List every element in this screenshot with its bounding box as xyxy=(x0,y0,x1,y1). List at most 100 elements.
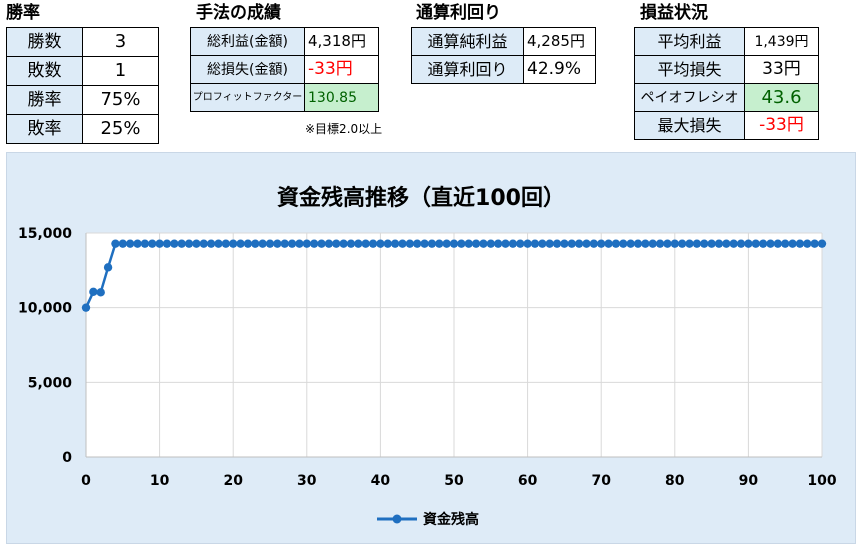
data-point xyxy=(251,239,260,248)
data-point xyxy=(221,239,231,248)
data-point xyxy=(184,239,194,248)
data-point xyxy=(280,239,289,248)
data-point xyxy=(89,287,98,297)
data-point xyxy=(758,239,768,248)
data-point xyxy=(648,239,657,248)
grid-lines xyxy=(86,232,823,457)
data-point xyxy=(229,239,238,248)
y-tick-label: 5,000 xyxy=(28,375,73,391)
pnl-value: 43.6 xyxy=(744,83,819,112)
data-point xyxy=(589,239,599,248)
pnl-value: 1,439円 xyxy=(744,27,819,56)
winrate-title: 勝率 xyxy=(6,3,40,23)
table-row: 平均損失 33円 xyxy=(634,55,819,84)
data-point xyxy=(346,239,356,248)
data-point xyxy=(700,239,709,248)
data-point xyxy=(332,239,341,248)
data-point xyxy=(155,239,164,248)
x-tick-label: 60 xyxy=(518,473,538,489)
data-point xyxy=(413,239,422,248)
data-point xyxy=(361,239,370,248)
method-note: ※目標2.0以上 xyxy=(305,122,383,136)
data-point xyxy=(111,239,120,248)
data-point xyxy=(501,239,510,248)
data-point xyxy=(479,239,488,248)
x-tick-label: 80 xyxy=(665,473,685,489)
data-point xyxy=(148,239,157,248)
data-point xyxy=(788,239,797,248)
data-point xyxy=(103,263,113,272)
data-point xyxy=(677,239,687,248)
y-tick-label: 15,000 xyxy=(18,226,72,242)
data-point xyxy=(390,239,400,248)
data-point xyxy=(81,303,91,312)
winrate-value: 25% xyxy=(82,114,159,144)
data-point xyxy=(192,239,201,248)
data-point xyxy=(309,239,319,248)
data-point xyxy=(317,239,326,248)
method-label: 総損失(金額) xyxy=(190,55,305,84)
data-point xyxy=(118,239,128,248)
data-point xyxy=(803,239,812,248)
legend-label: 資金残高 xyxy=(423,511,479,528)
total-table: 通算純利益 4,285円 通算利回り 42.9% xyxy=(411,27,596,84)
data-point xyxy=(133,239,142,248)
x-tick-label: 90 xyxy=(739,473,759,489)
table-row: 総損失(金額) -33円 xyxy=(190,55,379,84)
total-label: 通算利回り xyxy=(411,55,524,84)
winrate-label: 勝率 xyxy=(6,85,83,115)
table-row: 平均利益 1,439円 xyxy=(634,27,819,56)
data-point xyxy=(508,239,518,248)
data-point xyxy=(258,239,267,248)
data-point xyxy=(626,239,635,248)
data-point xyxy=(376,239,385,248)
data-point xyxy=(516,239,525,248)
total-label: 通算純利益 xyxy=(411,27,524,56)
winrate-value: 3 xyxy=(82,27,159,57)
data-point xyxy=(405,239,415,248)
pnl-label: 平均利益 xyxy=(634,27,745,56)
method-value: 130.85 xyxy=(304,83,379,112)
chart-title: 資金残高推移（直近100回） xyxy=(277,185,565,211)
data-point xyxy=(170,239,179,248)
data-point xyxy=(538,239,547,248)
y-tick-label: 10,000 xyxy=(18,301,72,317)
data-point xyxy=(619,239,628,248)
balance-chart-panel: 資金残高推移（直近100回） 0 10 20 30 40 50 60 70 80 90 100 0 5,… xyxy=(6,152,856,544)
axes: 0 10 20 30 40 50 60 70 80 90 100 0 5,000 10,000 15,000 xyxy=(18,226,837,489)
data-point xyxy=(663,239,672,248)
data-point xyxy=(464,239,473,248)
data-point xyxy=(236,239,245,248)
method-value: -33円 xyxy=(304,55,379,84)
data-point xyxy=(751,239,760,248)
method-label: 総利益(金額) xyxy=(190,27,305,56)
data-point xyxy=(398,239,407,248)
data-point xyxy=(287,239,297,248)
data-point xyxy=(302,239,311,248)
data-point xyxy=(354,239,363,248)
data-point xyxy=(817,239,827,248)
pnl-table: 平均利益 1,439円 平均損失 33円 ペイオフレシオ 43.6 最大損失 -33円 xyxy=(634,27,819,140)
data-point xyxy=(324,239,334,248)
total-value: 42.9% xyxy=(523,55,596,84)
data-point xyxy=(655,239,665,248)
data-point xyxy=(295,239,304,248)
x-tick-label: 20 xyxy=(223,473,243,489)
data-point xyxy=(530,239,540,248)
data-point xyxy=(177,239,186,248)
data-point xyxy=(140,239,150,248)
data-point xyxy=(265,239,275,248)
x-tick-label: 0 xyxy=(81,473,91,489)
pnl-label: ペイオフレシオ xyxy=(634,83,745,112)
data-point xyxy=(795,239,805,248)
data-point xyxy=(560,239,569,248)
series-points xyxy=(81,239,827,312)
pnl-value: 33円 xyxy=(744,55,819,84)
data-point xyxy=(457,239,466,248)
data-point xyxy=(633,239,643,248)
table-row: 通算純利益 4,285円 xyxy=(411,27,596,56)
data-point xyxy=(162,239,172,248)
data-point xyxy=(773,239,783,248)
data-point xyxy=(707,239,716,248)
winrate-label: 敗率 xyxy=(6,114,83,144)
